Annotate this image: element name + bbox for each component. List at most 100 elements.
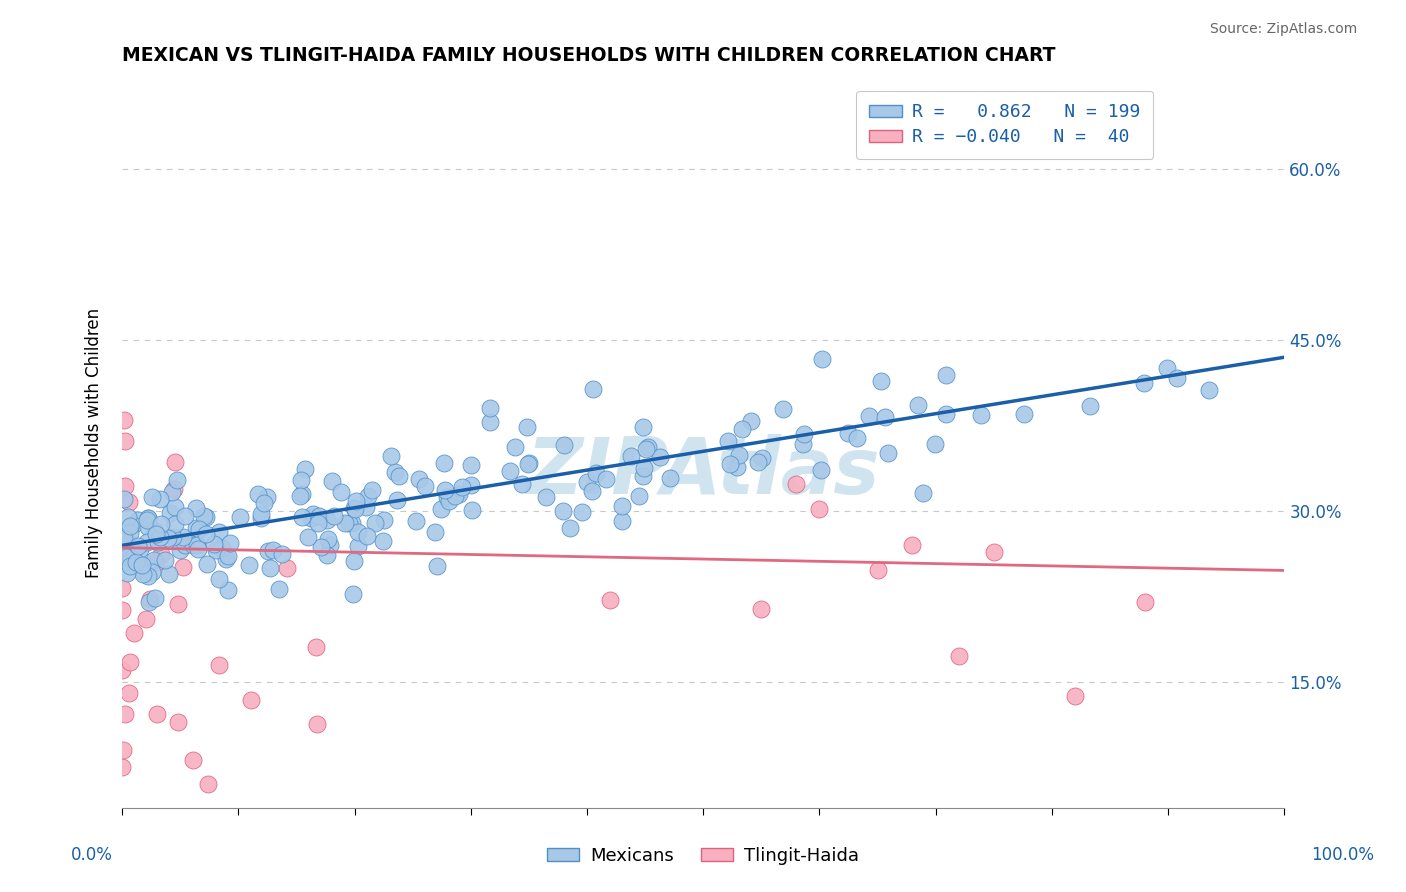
Point: [772, 401, 794, 416]
Point: [118, 536, 141, 550]
Point: [120, 526, 142, 541]
Point: [115, 550, 138, 565]
Point: [184, 521, 207, 535]
Point: [321, 474, 343, 488]
Point: [576, 475, 599, 489]
Point: [136, 510, 159, 524]
Point: [297, 530, 319, 544]
Point: [747, 455, 769, 469]
Point: [725, 460, 748, 475]
Point: [149, 529, 172, 543]
Point: [118, 558, 141, 573]
Point: [343, 554, 366, 568]
Point: [159, 506, 181, 520]
Point: [907, 398, 929, 412]
Point: [163, 482, 186, 496]
Point: [337, 516, 360, 531]
Point: [595, 472, 617, 486]
Point: [114, 479, 136, 493]
Point: [1133, 376, 1156, 391]
Point: [211, 541, 233, 556]
Point: [166, 597, 188, 611]
Point: [553, 438, 575, 452]
Point: [187, 542, 209, 557]
Point: [138, 568, 160, 582]
Point: [166, 473, 188, 487]
Point: [217, 549, 239, 564]
Point: [437, 493, 460, 508]
Point: [193, 508, 215, 523]
Point: [163, 455, 186, 469]
Point: [111, 532, 134, 546]
Point: [1166, 371, 1188, 385]
Point: [215, 552, 238, 566]
Point: [162, 530, 184, 544]
Point: [628, 490, 651, 504]
Point: [347, 539, 370, 553]
Point: [631, 420, 654, 434]
Point: [218, 535, 240, 549]
Point: [447, 486, 470, 500]
Point: [516, 420, 538, 434]
Point: [136, 510, 159, 524]
Point: [229, 510, 252, 524]
Point: [924, 437, 946, 451]
Point: [305, 717, 328, 731]
Point: [205, 542, 228, 557]
Point: [553, 504, 575, 518]
Point: [197, 776, 219, 790]
Point: [143, 591, 166, 606]
Point: [259, 561, 281, 575]
Point: [845, 431, 868, 445]
Point: [751, 451, 773, 466]
Point: [436, 490, 458, 504]
Point: [323, 508, 346, 523]
Point: [837, 425, 859, 440]
Point: [858, 409, 880, 423]
Point: [517, 456, 540, 470]
Point: [413, 479, 436, 493]
Point: [138, 595, 160, 609]
Point: [136, 534, 159, 549]
Point: [516, 457, 538, 471]
Point: [173, 509, 195, 524]
Text: MEXICAN VS TLINGIT-HAIDA FAMILY HOUSEHOLDS WITH CHILDREN CORRELATION CHART: MEXICAN VS TLINGIT-HAIDA FAMILY HOUSEHOL…: [122, 46, 1056, 65]
Point: [333, 516, 356, 530]
Point: [112, 531, 135, 545]
Point: [319, 538, 342, 552]
Point: [262, 543, 284, 558]
Point: [901, 538, 924, 552]
Point: [117, 509, 139, 524]
Point: [135, 559, 157, 574]
Point: [202, 537, 225, 551]
Point: [115, 566, 138, 580]
Point: [138, 592, 160, 607]
Point: [112, 492, 135, 507]
Point: [165, 516, 187, 531]
Text: Source: ZipAtlas.com: Source: ZipAtlas.com: [1209, 22, 1357, 37]
Point: [184, 501, 207, 516]
Point: [792, 437, 814, 451]
Point: [299, 510, 322, 524]
Y-axis label: Family Households with Children: Family Households with Children: [86, 308, 103, 578]
Point: [142, 553, 165, 567]
Point: [636, 442, 658, 457]
Point: [157, 566, 180, 581]
Point: [875, 409, 897, 424]
Point: [751, 602, 773, 616]
Point: [610, 499, 633, 513]
Point: [249, 510, 271, 524]
Point: [240, 693, 263, 707]
Point: [118, 495, 141, 509]
Point: [149, 491, 172, 506]
Point: [346, 524, 368, 539]
Point: [425, 525, 447, 540]
Point: [344, 493, 367, 508]
Point: [145, 527, 167, 541]
Point: [585, 466, 607, 480]
Point: [648, 450, 671, 464]
Point: [291, 509, 314, 524]
Point: [247, 487, 270, 501]
Point: [134, 565, 156, 579]
Point: [290, 473, 312, 487]
